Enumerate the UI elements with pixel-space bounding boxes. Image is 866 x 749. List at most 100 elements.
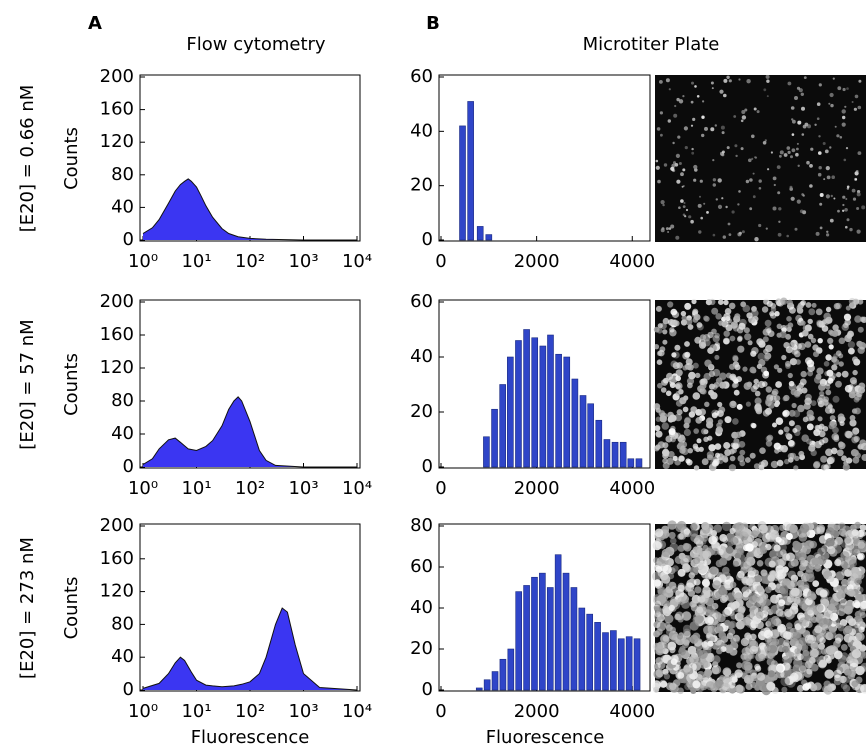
cell-spot (782, 645, 789, 653)
cell-spot (662, 458, 668, 464)
cell-spot (723, 78, 728, 83)
cell-spot (754, 390, 761, 397)
bar (539, 345, 547, 468)
cell-spot (758, 359, 766, 367)
cell-spot (745, 179, 750, 184)
cell-spot (688, 411, 696, 418)
cell-spot (855, 665, 865, 676)
cell-spot (652, 541, 662, 551)
cell-spot (666, 457, 674, 465)
cell-spot (809, 540, 818, 549)
cell-spot (728, 302, 736, 310)
cell-spot (800, 92, 804, 97)
cell-spot (751, 309, 759, 318)
cell-spot (754, 547, 762, 555)
x-tick-label: 10¹ (181, 478, 211, 499)
cell-spot (657, 382, 663, 389)
cell-spot (752, 195, 756, 199)
cell-spot (690, 523, 698, 531)
cell-spot (818, 439, 825, 446)
cell-spot (843, 313, 852, 321)
cell-spot (764, 645, 771, 652)
cell-spot (747, 535, 755, 543)
area-outline (142, 178, 357, 241)
cell-spot (667, 231, 670, 233)
bar (633, 638, 641, 691)
cell-spot (719, 89, 724, 94)
y-tick-label: 160 (100, 324, 134, 345)
cell-spot (819, 193, 824, 197)
cell-spot (705, 653, 715, 663)
cell-spot (766, 657, 775, 666)
cell-spot (808, 444, 816, 452)
cell-spot (792, 410, 801, 418)
cell-spot (712, 159, 715, 162)
x-tick-label: 0 (435, 478, 446, 499)
cell-spot (832, 426, 839, 434)
cell-spot (795, 359, 801, 365)
cell-spot (817, 172, 822, 177)
cell-spot (684, 683, 691, 691)
cell-spot (802, 325, 809, 331)
cell-spot (826, 230, 829, 233)
cell-spot (711, 460, 719, 467)
x-axis-label: Fluorescence (486, 727, 605, 748)
cell-spot (792, 119, 796, 124)
cell-spot (723, 93, 727, 98)
y-tick-label: 200 (100, 291, 134, 312)
cell-spot (818, 83, 822, 87)
cell-spot (686, 377, 695, 385)
cell-spot (734, 592, 743, 601)
cell-spot (827, 546, 836, 555)
cell-spot (683, 422, 690, 429)
y-tick-label: 60 (410, 291, 433, 312)
cell-spot (858, 386, 866, 394)
cell-spot (685, 458, 691, 464)
cell-spot (711, 412, 718, 419)
cell-spot (749, 452, 756, 459)
cell-spot (734, 364, 741, 371)
cell-spot (769, 311, 775, 317)
cell-spot (703, 372, 711, 381)
cell-spot (758, 653, 766, 662)
cell-spot (758, 179, 762, 183)
cell-spot (655, 566, 663, 573)
cell-spot (665, 227, 669, 231)
cell-spot (826, 175, 831, 180)
bar (595, 419, 603, 468)
cell-spot (682, 563, 690, 571)
cell-spot (845, 305, 851, 311)
bar (515, 591, 523, 691)
bar (562, 572, 570, 691)
cell-spot (785, 360, 791, 367)
cell-spot (687, 589, 696, 597)
cell-spot (660, 634, 670, 644)
cell-spot (736, 662, 743, 669)
cell-spot (787, 372, 793, 379)
cell-spot (675, 375, 681, 382)
cell-spot (748, 158, 752, 163)
cell-spot (724, 308, 732, 315)
cell-spot (807, 333, 814, 340)
cell-spot (696, 606, 704, 614)
cell-spot (699, 408, 706, 416)
cell-spot (677, 135, 681, 139)
y-tick-label: 80 (410, 515, 433, 536)
bar (563, 356, 571, 468)
cell-spot (753, 383, 759, 390)
cell-spot (842, 115, 846, 120)
cell-spot (836, 585, 843, 592)
row-label: [E20] = 273 nM (17, 537, 38, 679)
x-tick-label: 10⁰ (128, 701, 158, 722)
cell-spot (736, 611, 745, 620)
cell-spot (656, 127, 661, 131)
cell-spot (841, 109, 846, 114)
cell-spot (758, 524, 768, 534)
cell-spot (780, 676, 790, 687)
cell-spot (696, 95, 700, 98)
cell-spot (676, 97, 680, 102)
cell-spot (715, 313, 722, 320)
cell-spot (693, 465, 700, 471)
cell-spot (776, 323, 782, 329)
cell-spot (683, 639, 690, 646)
